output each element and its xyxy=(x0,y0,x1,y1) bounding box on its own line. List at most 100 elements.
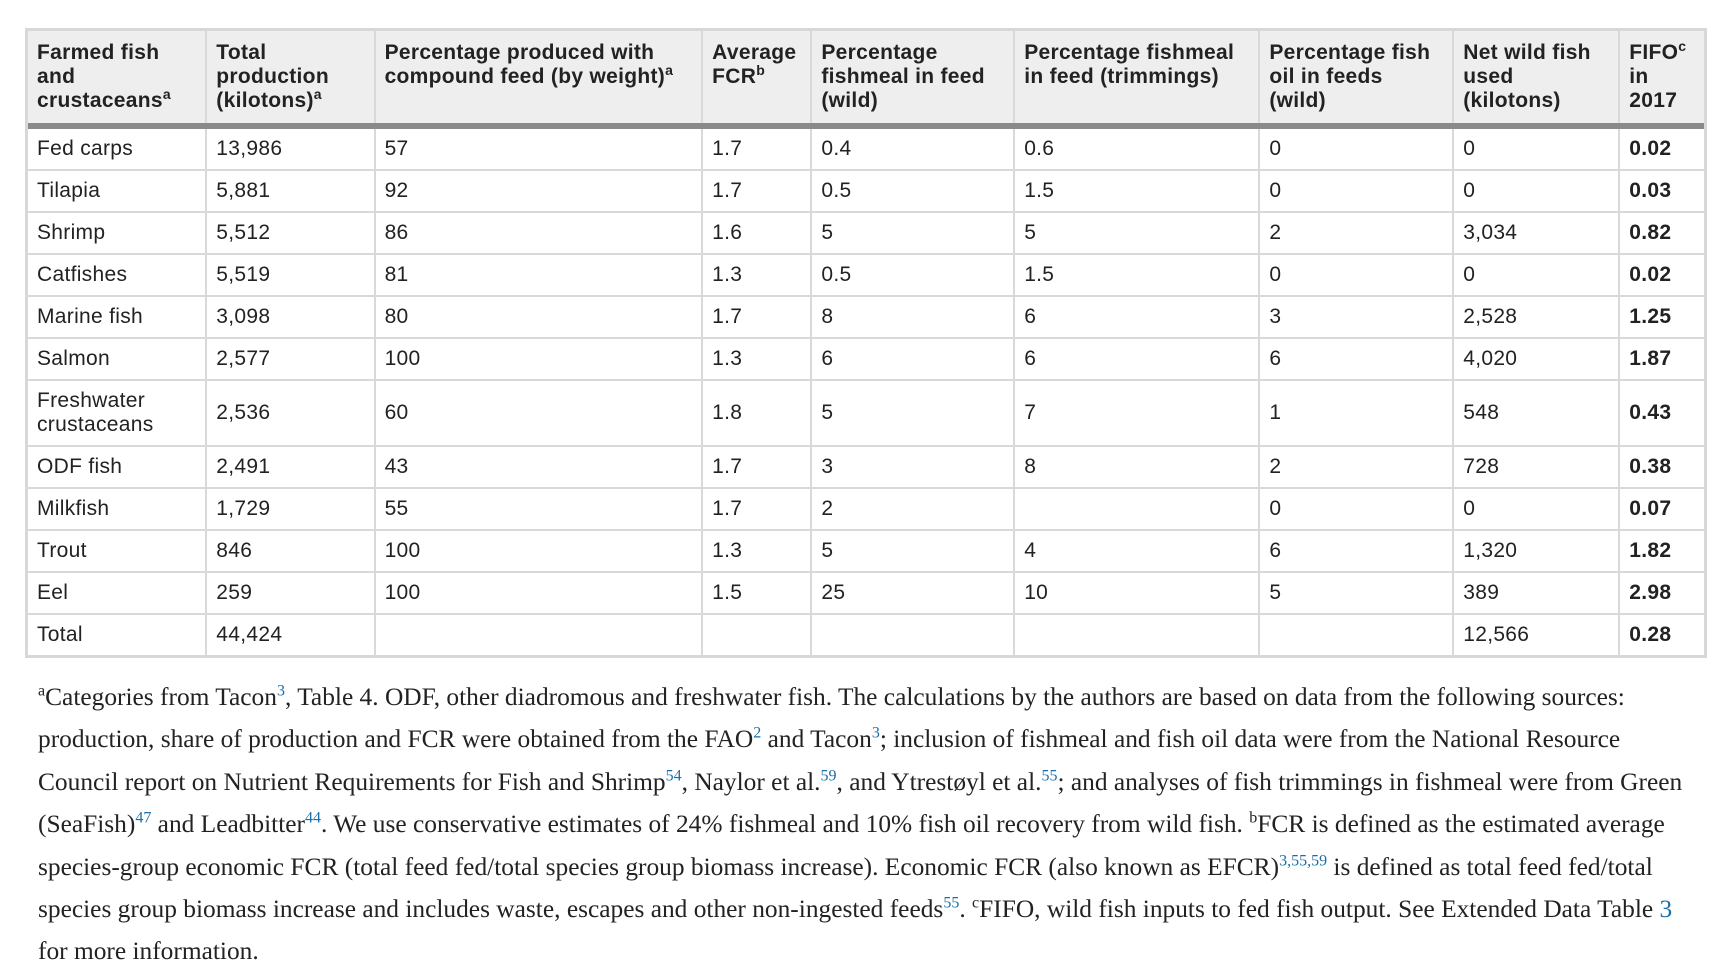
reference-link[interactable]: 2 xyxy=(753,724,762,742)
table-row: Eel 259 100 1.5 25 10 5 389 2.98 xyxy=(28,572,1704,615)
column-header: Percentage fish oil in feeds (wild) xyxy=(1259,31,1455,129)
table-cell: 1.7 xyxy=(702,296,813,339)
table-header-row: Farmed fish and crustaceansa Total produc… xyxy=(28,31,1704,129)
table-cell: 1.8 xyxy=(702,380,813,447)
table-cell: 2 xyxy=(811,488,1016,531)
row-label: Catfishes xyxy=(28,254,208,297)
table-cell: 1.3 xyxy=(702,530,813,573)
row-label: Freshwater crustaceans xyxy=(28,380,208,447)
column-header: Total production (kilotons)a xyxy=(206,31,376,129)
table-cell: 1.3 xyxy=(702,254,813,297)
table-cell: 5,519 xyxy=(206,254,376,297)
row-label: Marine fish xyxy=(28,296,208,339)
table-cell: 0 xyxy=(1259,126,1455,171)
table-cell: 5 xyxy=(1259,572,1455,615)
footnote-text: Categories from Tacon xyxy=(45,683,277,711)
table-cell: 2,577 xyxy=(206,338,376,381)
table-cell: 0.4 xyxy=(811,126,1016,171)
table-cell: 1.7 xyxy=(702,170,813,213)
fifo-cell: 0.43 xyxy=(1619,380,1704,447)
column-header-note: c xyxy=(1678,38,1687,54)
reference-link[interactable]: 55 xyxy=(943,894,960,912)
column-header-note: b xyxy=(756,62,766,78)
table-cell: 60 xyxy=(374,380,704,447)
table-cell: 5 xyxy=(811,212,1016,255)
table-cell: 55 xyxy=(374,488,704,531)
reference-link[interactable]: 54 xyxy=(665,767,682,785)
table-footnote: aCategories from Tacon3, Table 4. ODF, o… xyxy=(38,676,1693,973)
table-cell xyxy=(1259,614,1455,655)
table-cell: 0 xyxy=(1453,126,1621,171)
fifo-cell: 0.28 xyxy=(1629,623,1672,646)
table-cell: 80 xyxy=(374,296,704,339)
reference-link[interactable]: 3,55,59 xyxy=(1279,852,1328,870)
table-cell: 5,881 xyxy=(206,170,376,213)
table-cell: 1.5 xyxy=(1014,254,1261,297)
table-cell: 5 xyxy=(811,380,1016,447)
table-row: Total 44,424 12,566 0.28 xyxy=(28,614,1704,655)
row-label: Salmon xyxy=(28,338,208,381)
fifo-cell: 0.82 xyxy=(1619,212,1704,255)
row-label: Tilapia xyxy=(28,170,208,213)
table-cell xyxy=(811,614,1016,655)
table-cell: 12,566 xyxy=(1453,614,1621,655)
table-cell: 728 xyxy=(1453,446,1621,489)
table-cell: 6 xyxy=(1259,530,1455,573)
table-cell xyxy=(1014,488,1261,531)
footnote-text: . We use conservative estimates of 24% f… xyxy=(321,810,1250,839)
table-cell: 0.5 xyxy=(811,170,1016,213)
reference-link[interactable]: 44 xyxy=(305,809,322,827)
table-cell: 57 xyxy=(374,126,704,171)
table-row: Tilapia 5,881 92 1.7 0.5 1.5 0 0 0.03 xyxy=(28,170,1704,213)
fifo-cell: 2.98 xyxy=(1619,572,1704,615)
reference-link[interactable]: 3 xyxy=(871,724,880,742)
footnote-text: , Table 4. ODF, other diadromous and fre… xyxy=(38,683,1625,754)
column-header: Farmed fish and crustaceansa xyxy=(28,31,208,129)
column-header-label: Percentage produced with compound feed (… xyxy=(384,41,666,88)
footnote-text: for more information. xyxy=(38,937,259,966)
extended-data-table-link[interactable]: 3 xyxy=(1659,895,1673,924)
table-cell: 846 xyxy=(206,530,376,573)
table-row: Shrimp 5,512 86 1.6 5 5 2 3,034 0.82 xyxy=(28,212,1704,255)
fifo-cell: 1.82 xyxy=(1619,530,1704,573)
table-cell: 13,986 xyxy=(206,126,376,171)
table-cell: 100 xyxy=(374,530,704,573)
table-cell: 1,729 xyxy=(206,488,376,531)
table-cell: 8 xyxy=(1014,446,1261,489)
reference-link[interactable]: 55 xyxy=(1041,767,1058,785)
table-cell: 44,424 xyxy=(206,614,376,655)
table-cell: 3,098 xyxy=(206,296,376,339)
table-cell: 259 xyxy=(206,572,376,615)
table-cell: 43 xyxy=(374,446,704,489)
reference-link[interactable]: 47 xyxy=(135,809,152,827)
row-label: ODF fish xyxy=(28,446,208,489)
table-cell: 1,320 xyxy=(1453,530,1621,573)
table-cell: 2,491 xyxy=(206,446,376,489)
fifo-cell: 1.25 xyxy=(1619,296,1704,339)
column-header-label: Average FCR xyxy=(712,41,797,88)
column-header: Average FCRb xyxy=(702,31,813,129)
table-cell: 4 xyxy=(1014,530,1261,573)
table-cell: 6 xyxy=(811,338,1016,381)
table-row: Salmon 2,577 100 1.3 6 6 6 4,020 1.87 xyxy=(28,338,1704,381)
fifo-cell: 1.87 xyxy=(1619,338,1704,381)
footnote-text: ; and analyses of fish trimmings in fish… xyxy=(38,767,1683,839)
table-cell: 5 xyxy=(811,530,1016,573)
table-cell: 1.7 xyxy=(702,488,813,531)
footnote-text: and Tacon xyxy=(761,725,872,754)
column-header-label: Percentage fishmeal in feed (trimmings) xyxy=(1024,41,1235,88)
fish-feed-table: Farmed fish and crustaceansa Total produc… xyxy=(28,31,1704,655)
row-label: Fed carps xyxy=(28,126,208,171)
table-row: Milkfish 1,729 55 1.7 2 0 0 0.07 xyxy=(28,488,1704,531)
footnote-text: , and Ytrestøyl et al. xyxy=(836,767,1042,796)
table-cell xyxy=(702,614,813,655)
column-header-label: Net wild fish used (kilotons) xyxy=(1463,41,1591,112)
reference-link[interactable]: 3 xyxy=(276,682,285,700)
reference-link[interactable]: 59 xyxy=(820,767,837,785)
table-row: Catfishes 5,519 81 1.3 0.5 1.5 0 0 0.02 xyxy=(28,254,1704,297)
table-cell: 2,536 xyxy=(206,380,376,447)
fifo-cell: 0.38 xyxy=(1619,446,1704,489)
table-cell: 3,034 xyxy=(1453,212,1621,255)
footnote-text: , Naylor et al. xyxy=(681,767,821,796)
table-row: Marine fish 3,098 80 1.7 8 6 3 2,528 1.25 xyxy=(28,296,1704,339)
